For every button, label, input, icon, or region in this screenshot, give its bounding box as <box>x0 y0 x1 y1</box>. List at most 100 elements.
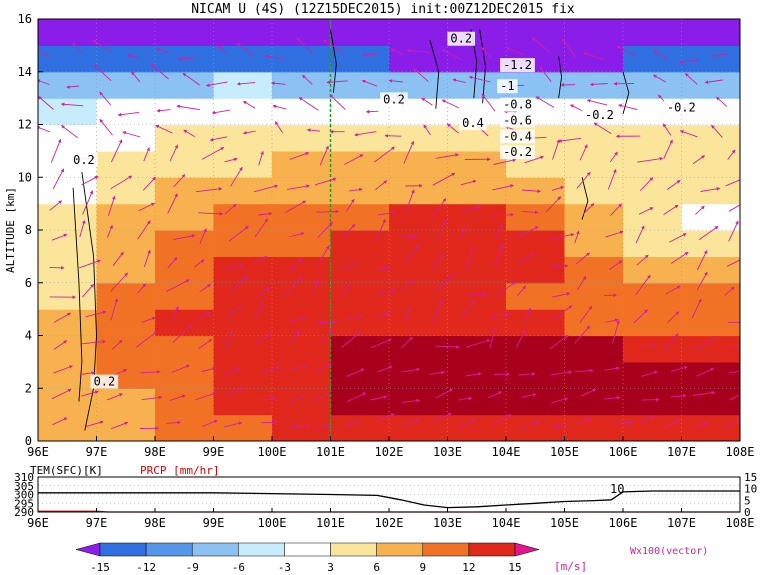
lower-right-label: PRCP [mm/hr] <box>140 464 219 477</box>
wind-vector <box>517 226 539 238</box>
wind-vector <box>531 37 551 53</box>
heatmap-cell <box>681 45 740 73</box>
colorbar-box <box>238 542 285 557</box>
contour-label-bg <box>500 97 535 112</box>
heatmap-cell <box>564 388 624 416</box>
heatmap-cell <box>38 414 98 441</box>
heatmap-cell <box>623 177 683 205</box>
colorbar-label: -6 <box>232 561 245 574</box>
wind-vector <box>156 108 171 113</box>
contour-label: 0.4 <box>462 116 484 130</box>
wind-vector <box>653 50 668 60</box>
y-tick-label: 16 <box>18 12 32 26</box>
wind-vector <box>288 395 305 404</box>
wind-vector <box>640 416 655 424</box>
wind-vector <box>698 226 719 241</box>
wind-vector <box>403 140 414 164</box>
heatmap-cell <box>506 361 566 389</box>
lower-panel: TEM(SFC)[K] PRCP [mm/hr] 310305300295290… <box>14 464 757 530</box>
wind-vector <box>166 279 190 292</box>
heatmap-cell <box>330 98 390 126</box>
colorbar-box <box>422 542 470 557</box>
heatmap-cell <box>389 124 449 152</box>
wind-vector <box>127 53 140 59</box>
wind-vector <box>107 393 124 401</box>
wind-vector <box>286 365 307 371</box>
wind-vector <box>635 225 645 244</box>
heatmap-cell <box>96 414 156 441</box>
heatmap-cell <box>623 230 683 257</box>
wind-vector <box>696 271 708 291</box>
heatmap-cell <box>213 414 273 441</box>
wind-vector <box>92 39 112 53</box>
wind-vector <box>195 187 223 193</box>
temperature-line <box>38 490 740 509</box>
wind-vector <box>166 420 182 425</box>
heatmap-cell <box>389 150 449 178</box>
heatmap-cell <box>506 335 566 363</box>
heatmap-cell <box>272 388 332 416</box>
heatmap-cell <box>447 45 507 73</box>
wind-vector <box>725 344 740 347</box>
wind-vector <box>692 421 709 429</box>
wind-vector <box>435 274 454 292</box>
x-tick-label: 106E <box>609 445 638 459</box>
wind-vector <box>377 288 396 294</box>
wind-vector <box>665 285 681 295</box>
wind-vector <box>579 305 593 323</box>
wind-vector <box>171 306 179 321</box>
wind-vector <box>38 79 50 85</box>
main-panel: 0.2 0.2 -0.2 -1.2 -1 -0.8 -0.6-0.4 -0.2 0.4 0.2 -0… <box>4 12 754 459</box>
heatmap-cell <box>681 361 740 389</box>
heatmap-cell <box>681 414 740 441</box>
lower-right-tick-label: 0 <box>744 506 751 519</box>
wind-vector <box>604 395 621 400</box>
wind-vector <box>346 198 355 212</box>
wind-vector <box>53 312 72 323</box>
lower-annotation: 10 <box>610 482 624 496</box>
wind-vector <box>347 392 367 402</box>
wind-vector <box>579 144 588 161</box>
heatmap-cell <box>506 414 566 441</box>
wind-vector <box>722 418 740 429</box>
wind-vector <box>522 210 539 215</box>
wind-vector <box>524 307 532 322</box>
colorbar-label: 12 <box>462 561 475 574</box>
contour-label-bg <box>447 31 476 46</box>
y-tick-label: 0 <box>25 434 32 448</box>
contour-label: -0.8 <box>503 98 532 112</box>
wind-vector <box>117 111 139 117</box>
wind-vector <box>93 64 112 82</box>
wind-vector <box>227 264 244 270</box>
wind-vector <box>429 370 445 375</box>
heatmap-cell <box>96 282 156 310</box>
wind-vector <box>79 220 86 238</box>
wind-vector <box>138 202 155 212</box>
wind-vector <box>265 54 284 60</box>
wind-vector <box>729 393 740 401</box>
heatmap-cell <box>330 414 390 441</box>
y-tick-label: 8 <box>25 223 32 237</box>
wind-vector <box>202 419 218 427</box>
wind-vector <box>492 184 514 191</box>
heatmap-cell <box>213 335 273 363</box>
heatmap-cell <box>213 150 273 178</box>
colorbar-box <box>330 542 377 557</box>
heatmap-cell <box>155 71 215 99</box>
heatmap-cell <box>38 98 98 126</box>
heatmap-cell <box>564 309 624 337</box>
wind-vector <box>156 48 170 54</box>
wind-vector <box>433 412 452 423</box>
wind-vector <box>228 226 249 242</box>
wind-vector <box>465 372 482 377</box>
wind-vector <box>549 233 575 240</box>
heatmap-cell <box>330 361 390 389</box>
contour-label: 0.2 <box>94 375 116 389</box>
wind-vector <box>466 292 488 297</box>
wind-vector <box>316 245 330 266</box>
y-tick-label: 14 <box>18 65 32 79</box>
wind-vector <box>79 339 106 345</box>
heatmap-cell <box>330 388 390 416</box>
wind-vector <box>322 39 344 53</box>
